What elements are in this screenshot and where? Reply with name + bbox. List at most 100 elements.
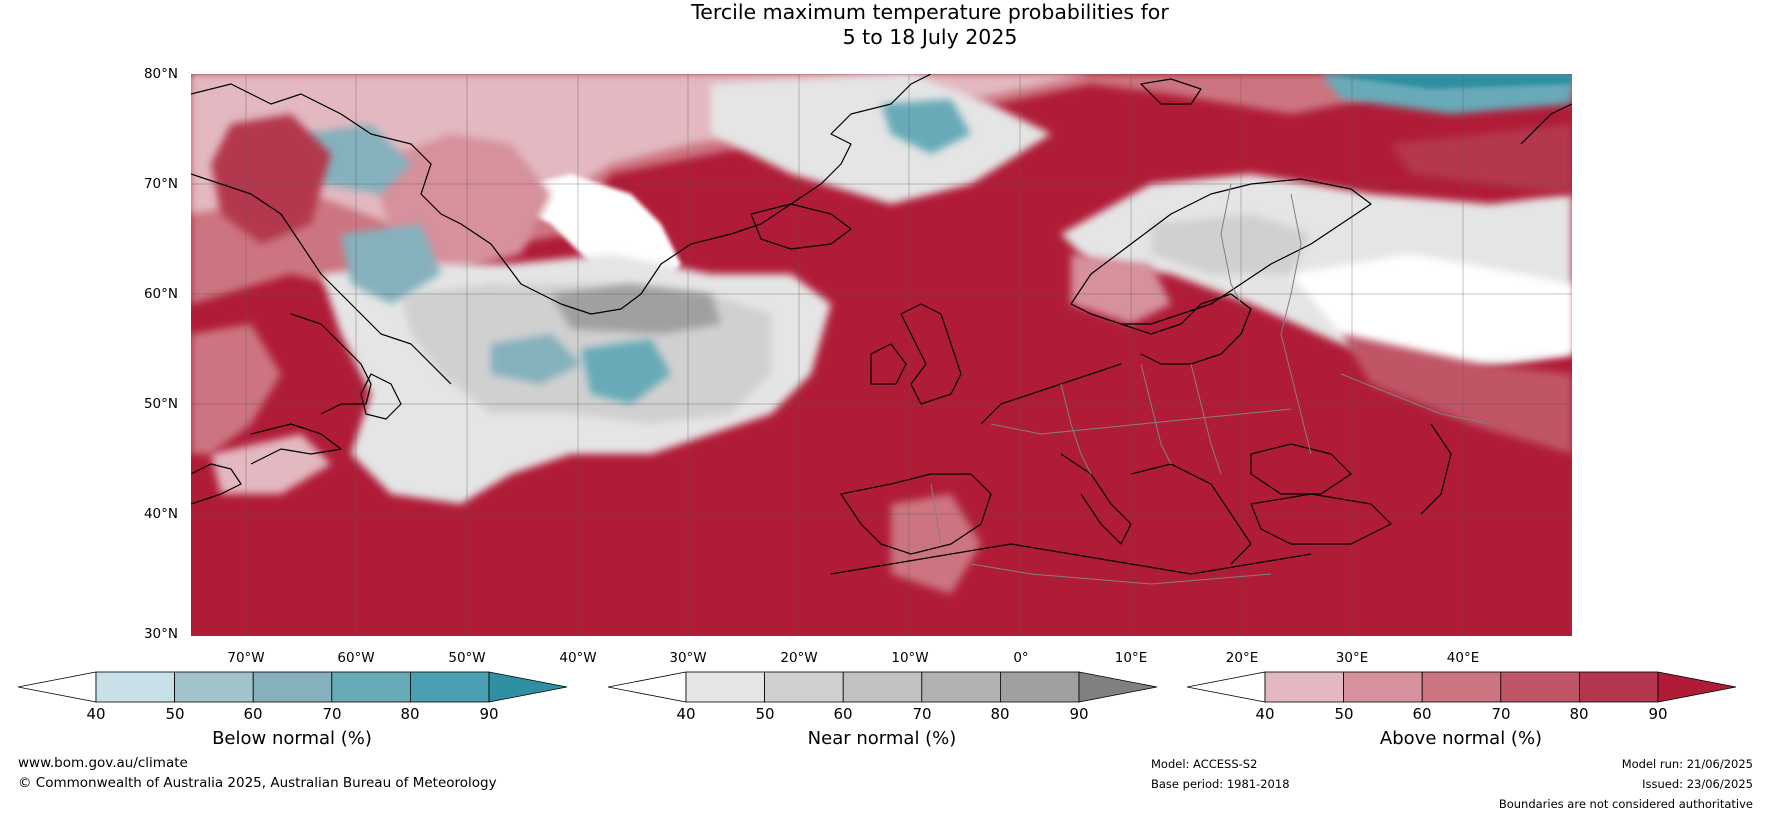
field-labrador-blue <box>341 224 441 304</box>
field-atlantic-blue-1 <box>491 334 581 384</box>
coast-caspian <box>1420 423 1452 515</box>
colorbar-near-normal <box>608 670 1158 704</box>
coast-baltic <box>1120 293 1252 365</box>
colorbar-tick: 40 <box>1255 705 1275 723</box>
model-text: Model: ACCESS-S2 <box>1151 757 1258 771</box>
latitude-label: 30°N <box>143 626 178 642</box>
longitude-label: 20°E <box>1225 650 1259 666</box>
colorbar-tick: 90 <box>1648 705 1668 723</box>
issued-text: Issued: 23/06/2025 <box>1642 777 1753 791</box>
colorbar-tick: 60 <box>243 705 263 723</box>
longitude-label: 40°W <box>559 650 597 666</box>
latitude-label: 60°N <box>143 286 178 302</box>
border-path <box>930 483 942 545</box>
colorbar-tick: 60 <box>833 705 853 723</box>
field-russia-south <box>1341 334 1572 454</box>
copyright-text: © Commonwealth of Australia 2025, Austra… <box>18 775 497 791</box>
field-arctic-russia <box>1391 124 1572 194</box>
base-period-text: Base period: 1981-2018 <box>1151 777 1290 791</box>
field-atlantic-blue-2 <box>581 339 671 404</box>
coast-us-east <box>191 463 242 505</box>
colorbar-tick: 70 <box>1491 705 1511 723</box>
longitude-label: 50°W <box>448 650 486 666</box>
longitude-label: 30°E <box>1335 650 1369 666</box>
field-greenland-east-grey <box>711 74 1051 204</box>
border-path <box>990 408 1292 435</box>
model-run-text: Model run: 21/06/2025 <box>1621 757 1753 771</box>
graticule <box>191 74 1572 636</box>
colorbar-label-below: Below normal (%) <box>212 728 372 749</box>
colorbar-swatch <box>1421 671 1502 703</box>
colorbar-tick: 60 <box>1412 705 1432 723</box>
colorbar-swatch <box>1187 671 1266 703</box>
colorbar-above-normal <box>1187 670 1737 704</box>
coast-iberia <box>840 473 992 555</box>
longitude-label: 20°W <box>780 650 818 666</box>
latitude-label: 50°N <box>143 396 178 412</box>
colorbar-swatch <box>252 671 333 703</box>
colorbar-below-normal <box>18 670 568 704</box>
field-canada-red <box>211 114 331 244</box>
longitude-label: 60°W <box>337 650 375 666</box>
field-norway-pink <box>1071 254 1171 324</box>
colorbar-tick: 90 <box>1069 705 1089 723</box>
colorbar-tick: 50 <box>1334 705 1354 723</box>
colorbar-above-swatches <box>1187 671 1737 703</box>
colorbar-swatch <box>1078 671 1158 703</box>
disclaimer-text: Boundaries are not considered authoritat… <box>1498 797 1753 811</box>
colorbar-swatch <box>764 671 844 703</box>
colorbar-swatch <box>1657 671 1737 703</box>
field-us-coast <box>191 324 281 454</box>
coast-uk <box>900 303 962 405</box>
map-title: Tercile maximum temperature probabilitie… <box>0 0 1770 50</box>
field-russia-white <box>1291 254 1572 364</box>
latitude-label: 80°N <box>143 66 178 82</box>
colorbar-label-above: Above normal (%) <box>1379 728 1543 749</box>
colorbar-label-near: Near normal (%) <box>807 728 957 749</box>
longitude-label: 30°W <box>669 650 707 666</box>
coast-baffin <box>191 173 452 385</box>
longitude-label: 70°W <box>227 650 265 666</box>
colorbar-swatch <box>842 671 923 703</box>
colorbar-swatch <box>1343 671 1423 703</box>
colorbar-swatch <box>174 671 254 703</box>
colorbar-swatch <box>488 671 568 703</box>
coast-labrador <box>290 313 372 415</box>
longitude-label: 10°E <box>1114 650 1148 666</box>
coast-balkans <box>1130 463 1252 565</box>
coast-black-sea <box>1250 443 1352 495</box>
border-path <box>1190 363 1222 475</box>
colorbar-tick: 50 <box>755 705 775 723</box>
colorbar-tick: 70 <box>322 705 342 723</box>
coast-norway <box>1070 178 1372 325</box>
colorbar-swatch <box>409 671 490 703</box>
field-finland-grey <box>1151 214 1311 274</box>
coastlines <box>191 74 1572 575</box>
border-path <box>1280 193 1312 455</box>
field-us-coast-light <box>211 434 331 494</box>
border-path <box>1220 183 1242 305</box>
border-path <box>1340 373 1492 425</box>
colorbar-swatch <box>685 671 765 703</box>
coast-ireland <box>870 343 907 385</box>
colorbar-tick: 70 <box>912 705 932 723</box>
coast-greenland-west <box>370 74 932 315</box>
latitude-label: 70°N <box>143 176 178 192</box>
longitude-label: 10°W <box>891 650 929 666</box>
colorbar-below-swatches <box>18 671 568 703</box>
field-morocco <box>891 494 981 594</box>
website-link[interactable]: www.bom.gov.au/climate <box>18 755 188 771</box>
colorbar-swatch <box>921 671 1001 703</box>
field-barents-deep <box>1321 74 1572 89</box>
colorbar-swatch <box>1264 671 1344 703</box>
coast-svalbard <box>1140 78 1202 105</box>
probability-map <box>191 74 1572 636</box>
coast-europe-north <box>980 363 1122 425</box>
latitude-label: 40°N <box>143 506 178 522</box>
coast-nova-scotia <box>250 423 342 465</box>
colorbar-swatch <box>1578 671 1659 703</box>
colorbar-swatch <box>1500 671 1580 703</box>
field-atlantic-grey-dark <box>551 284 721 334</box>
colorbar-tick: 80 <box>400 705 420 723</box>
colorbar-tick: 80 <box>990 705 1010 723</box>
